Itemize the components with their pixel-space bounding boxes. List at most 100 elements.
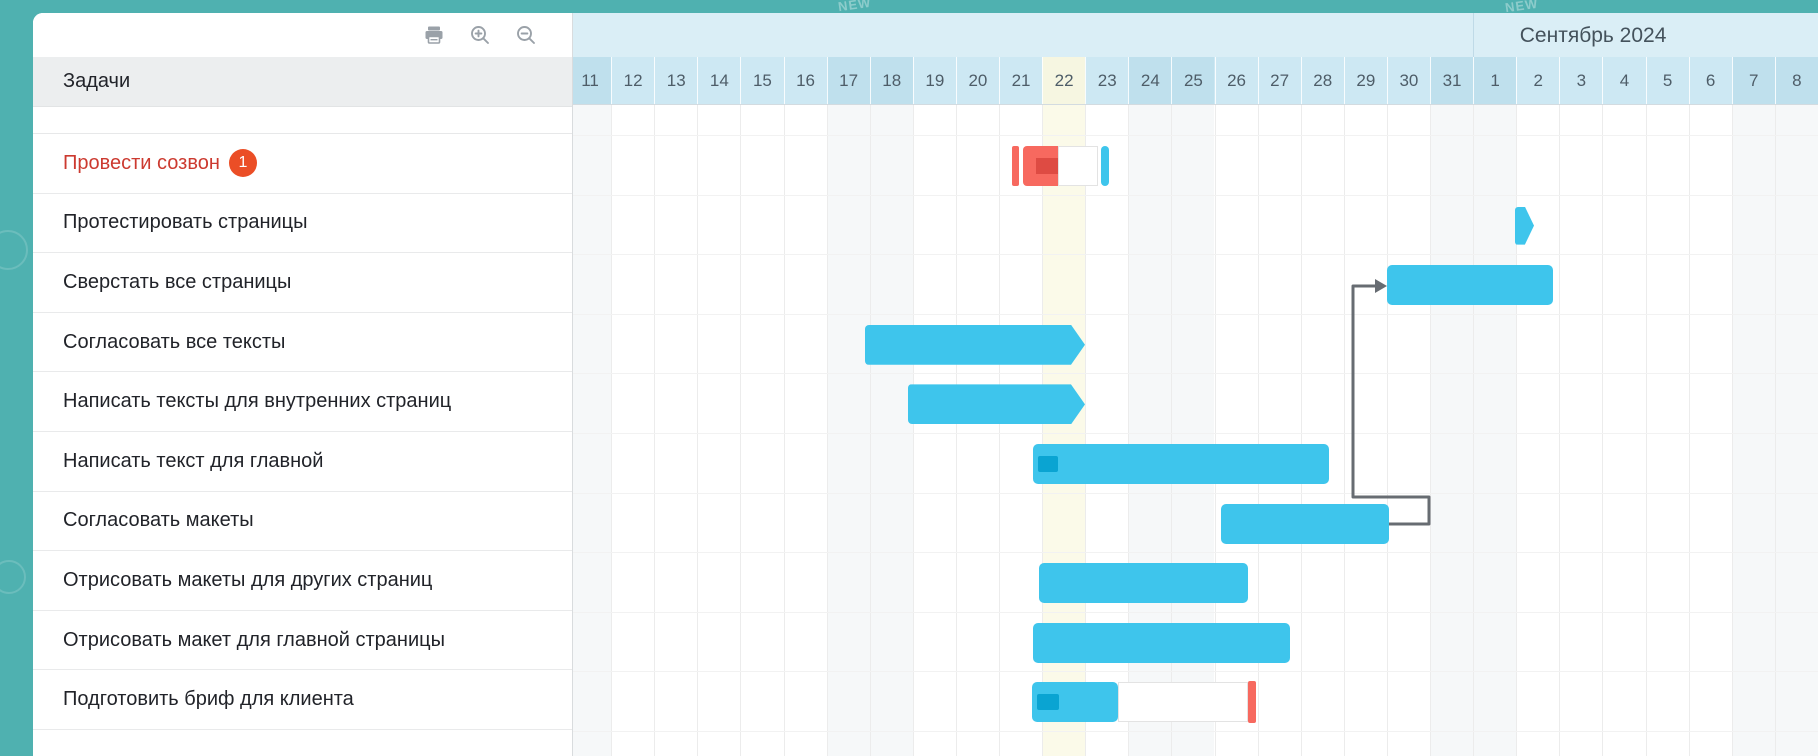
day-gridline: [1343, 105, 1345, 756]
day-gridline: [1257, 105, 1259, 756]
wallpaper-doodle-circle-1: [0, 230, 28, 270]
task-list-spacer: [33, 107, 572, 134]
task-row-8[interactable]: Отрисовать макеты для других страниц: [33, 551, 572, 611]
weekend-column: [826, 105, 870, 756]
day-gridline: [912, 105, 914, 756]
task-row-3[interactable]: Сверстать все страницы: [33, 253, 572, 313]
gantt-bar-red-dark[interactable]: [1036, 158, 1058, 174]
gantt-bar-dark-sq[interactable]: [1037, 694, 1059, 711]
day-cell-26: 26: [1214, 57, 1258, 104]
task-row-6[interactable]: Написать текст для главной: [33, 431, 572, 492]
chart-row-line: [573, 313, 1818, 315]
day-cell-23: 23: [1085, 57, 1129, 104]
day-gridline: [1731, 105, 1733, 756]
gantt-bar-red-marker[interactable]: [1248, 681, 1256, 724]
day-cell-31: 31: [1430, 57, 1474, 104]
task-row-10[interactable]: Подготовить бриф для клиента: [33, 670, 572, 730]
chart-row-line: [573, 135, 1818, 136]
task-row-9[interactable]: Отрисовать макет для главной страницы: [33, 610, 572, 671]
panel-toolbar: [33, 13, 572, 57]
day-cell-22: 22: [1042, 57, 1086, 104]
task-list: Провести созвон 1 Протестировать страницы С…: [33, 134, 572, 730]
day-cell-2: 2: [1516, 57, 1560, 104]
day-gridline: [1171, 105, 1173, 756]
print-icon: [425, 26, 443, 44]
day-gridline: [1516, 105, 1518, 756]
gantt-bar-bar[interactable]: [1387, 265, 1553, 306]
chart-row-line: [573, 492, 1818, 494]
day-gridline: [654, 105, 656, 756]
task-label: Провести созвон: [63, 151, 220, 174]
day-cell-4: 4: [1602, 57, 1646, 104]
task-row-4[interactable]: Согласовать все тексты: [33, 312, 572, 373]
timeline-chart: Сентябрь 2024 11 12 13 14 15 16 17 18 19 20 21 22 23…: [573, 13, 1818, 756]
wallpaper-doodle-circle-2: [0, 560, 26, 594]
task-label: Согласовать макеты: [63, 509, 254, 532]
day-gridline: [1128, 105, 1130, 756]
gantt-bar-outline[interactable]: [1118, 682, 1248, 723]
gantt-bar-red-thin[interactable]: [1012, 146, 1019, 186]
day-cell-13: 13: [654, 57, 698, 104]
gantt-bar-bar[interactable]: [1039, 563, 1248, 604]
gantt-bar-dark-sq[interactable]: [1038, 456, 1058, 472]
task-row-5[interactable]: Написать тексты для внутренних страниц: [33, 372, 572, 432]
chart-row-line: [573, 671, 1818, 673]
chart-row-line: [573, 433, 1818, 434]
gantt-bar-arrow-bar[interactable]: [908, 384, 1085, 424]
day-cell-17: 17: [826, 57, 870, 104]
task-label: Написать текст для главной: [63, 449, 324, 472]
day-gridline: [826, 105, 828, 756]
chart-row-line: [573, 194, 1818, 196]
gantt-bar-cyan-pill[interactable]: [1101, 146, 1109, 186]
gantt-bar-small-arrow[interactable]: [1515, 206, 1534, 245]
day-gridline: [869, 105, 871, 756]
day-gridline: [1300, 105, 1302, 756]
day-cell-16: 16: [783, 57, 827, 104]
gantt-app: Задачи Провести созвон 1 Протестировать ст…: [33, 13, 1818, 756]
task-row-1[interactable]: Провести созвон 1: [33, 134, 572, 194]
day-cell-11: 11: [573, 57, 612, 104]
gantt-bar-arrow-bar[interactable]: [865, 325, 1085, 365]
day-gridline: [1386, 105, 1388, 756]
day-cell-27: 27: [1257, 57, 1301, 104]
task-label: Сверстать все страницы: [63, 270, 292, 293]
weekend-column: [1731, 105, 1775, 756]
zoom-in-button[interactable]: [468, 23, 492, 47]
task-label: Подготовить бриф для клиента: [63, 688, 354, 711]
zoom-out-icon: [517, 26, 535, 44]
day-gridline: [1430, 105, 1431, 756]
chart-body: [573, 104, 1818, 756]
gantt-bar-bar[interactable]: [1221, 503, 1389, 544]
zoom-out-button[interactable]: [514, 23, 538, 47]
task-list-title: Задачи: [63, 70, 131, 92]
day-gridline: [1602, 105, 1604, 756]
day-cell-12: 12: [611, 57, 655, 104]
day-cell-20: 20: [955, 57, 999, 104]
task-row-7[interactable]: Согласовать макеты: [33, 491, 572, 552]
day-cell-24: 24: [1128, 57, 1172, 104]
day-gridline: [1085, 105, 1087, 756]
day-gridline: [955, 105, 957, 756]
day-cell-7: 7: [1731, 57, 1775, 104]
weekend-column: [1430, 105, 1474, 756]
gantt-bar-bar[interactable]: [1033, 622, 1290, 663]
day-gridline: [783, 105, 785, 756]
day-cell-8: 8: [1774, 57, 1818, 104]
print-button[interactable]: [422, 23, 446, 47]
gantt-bar-outline[interactable]: [1058, 146, 1098, 186]
month-band: Сентябрь 2024: [573, 13, 1818, 57]
task-badge: 1: [228, 149, 257, 178]
day-gridline: [1559, 105, 1561, 756]
zoom-in-icon: [471, 26, 489, 44]
day-gridline: [1214, 105, 1216, 756]
task-label: Отрисовать макет для главной страницы: [63, 628, 445, 651]
gantt-bar-bar[interactable]: [1033, 444, 1329, 484]
chart-row-line: [573, 373, 1818, 375]
day-cell-29: 29: [1343, 57, 1387, 104]
day-gridline: [999, 105, 1000, 756]
task-label: Написать тексты для внутренних страниц: [63, 390, 452, 413]
task-list-header: Задачи: [33, 57, 572, 107]
weekend-column: [573, 105, 612, 756]
day-cell-15: 15: [740, 57, 784, 104]
task-row-2[interactable]: Протестировать страницы: [33, 193, 572, 254]
